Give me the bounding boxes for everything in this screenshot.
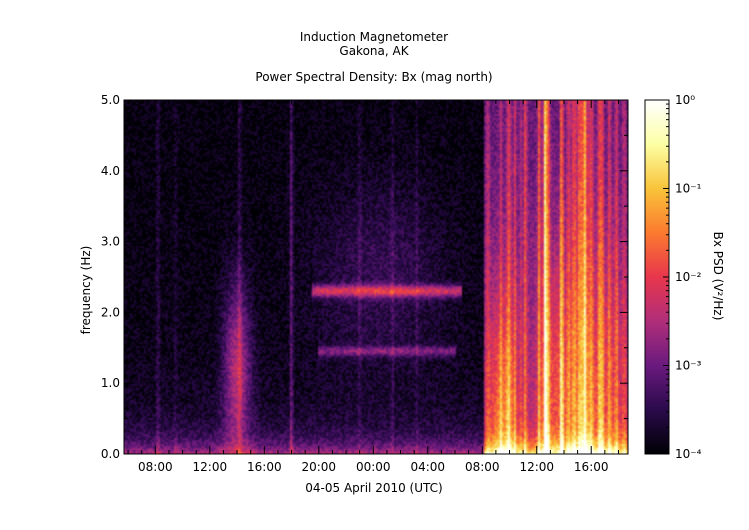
y-tick-label: 4.0: [101, 164, 120, 178]
y-tick-label: 0.0: [101, 447, 120, 461]
x-tick-label: 12:00: [519, 460, 554, 474]
x-tick-label: 08:00: [138, 460, 173, 474]
colorbar-tick-label: 10⁻²: [675, 270, 702, 284]
spectrogram-image: [124, 100, 628, 454]
y-tick-label: 2.0: [101, 305, 120, 319]
colorbar-ticks: 10⁻⁴ 10⁻³ 10⁻² 10⁻¹ 10⁰: [663, 93, 702, 461]
y-tick-label: 1.0: [101, 376, 120, 390]
spectrogram-plot: [123, 99, 629, 455]
x-tick-label: 12:00: [193, 460, 228, 474]
x-tick-label: 04:00: [410, 460, 445, 474]
colorbar-tick-label: 10⁻¹: [675, 182, 702, 196]
x-tick-label: 00:00: [356, 460, 391, 474]
chart-subtitle: Power Spectral Density: Bx (mag north): [255, 70, 493, 84]
x-axis-label: 04-05 April 2010 (UTC): [305, 481, 443, 495]
colorbar-tick-label: 10⁻³: [675, 359, 702, 373]
colorbar-tick-label: 10⁰: [675, 93, 695, 107]
x-tick-label: 16:00: [574, 460, 609, 474]
y-tick-label: 3.0: [101, 235, 120, 249]
y-axis-ticks: 0.0 1.0 2.0 3.0 4.0 5.0: [101, 93, 628, 461]
y-tick-label: 5.0: [101, 93, 120, 107]
x-tick-label: 08:00: [465, 460, 500, 474]
colorbar-tick-label: 10⁻⁴: [675, 447, 702, 461]
x-tick-label: 16:00: [247, 460, 282, 474]
chart-title-line-1: Induction Magnetometer: [299, 30, 449, 44]
chart-title-line-2: Gakona, AK: [339, 44, 409, 58]
x-tick-label: 20:00: [301, 460, 336, 474]
x-axis-ticks: 08:00 12:00 16:00 20:00 00:00 04:00 08:00 12:00…: [127, 100, 619, 474]
